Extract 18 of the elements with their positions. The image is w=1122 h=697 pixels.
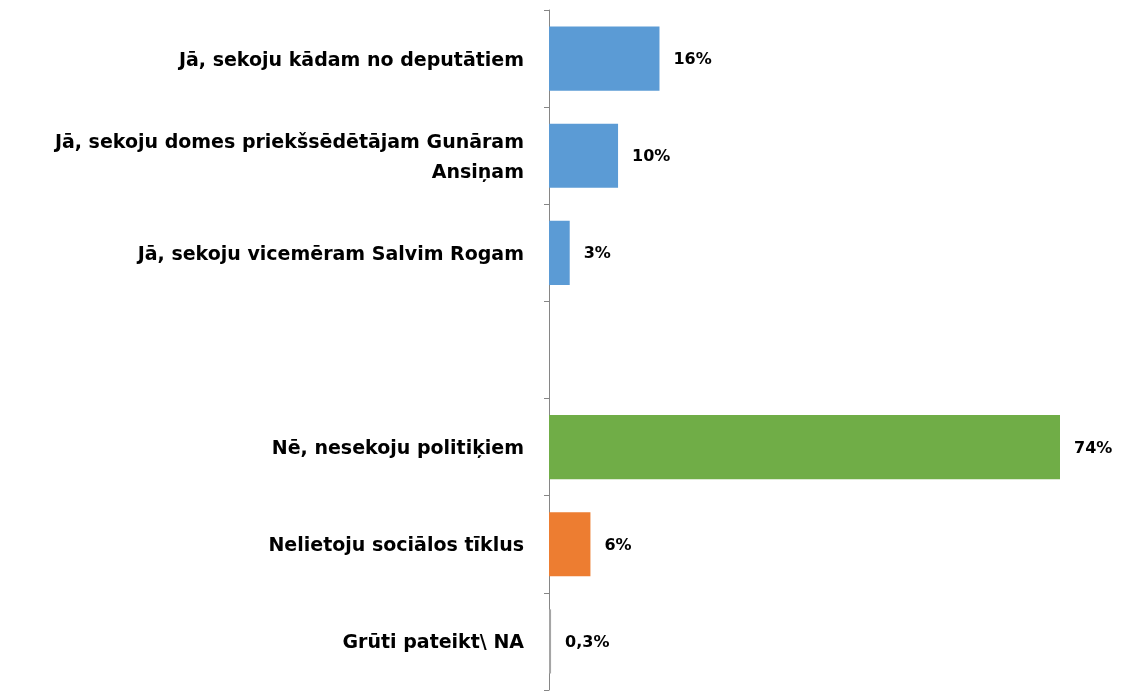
y-tick-label: Nē, nesekoju politiķiem xyxy=(271,436,524,459)
bar xyxy=(549,220,570,285)
y-tick-label: Nelietoju sociālos tīklus xyxy=(268,533,524,556)
data-label: 0,3% xyxy=(565,631,610,651)
bar xyxy=(549,609,552,674)
data-label: 74% xyxy=(1074,437,1113,457)
y-tick-label: Grūti pateikt\ NA xyxy=(342,630,525,653)
data-label: 10% xyxy=(632,146,671,166)
data-label: 3% xyxy=(583,243,611,263)
bar xyxy=(549,123,619,188)
bar xyxy=(549,512,591,577)
y-tick-label: Jā, sekoju domes priekšsēdētājam Gunāram Ansiņam xyxy=(52,129,524,182)
y-tick-label: Jā, sekoju vicemēram Salvim Rogam xyxy=(135,241,524,264)
y-tick-label: Jā, sekoju kādam no deputātiem xyxy=(176,47,524,70)
data-label: 6% xyxy=(604,534,632,554)
bar xyxy=(549,415,1060,480)
bar xyxy=(549,26,660,91)
data-label: 16% xyxy=(673,49,712,69)
